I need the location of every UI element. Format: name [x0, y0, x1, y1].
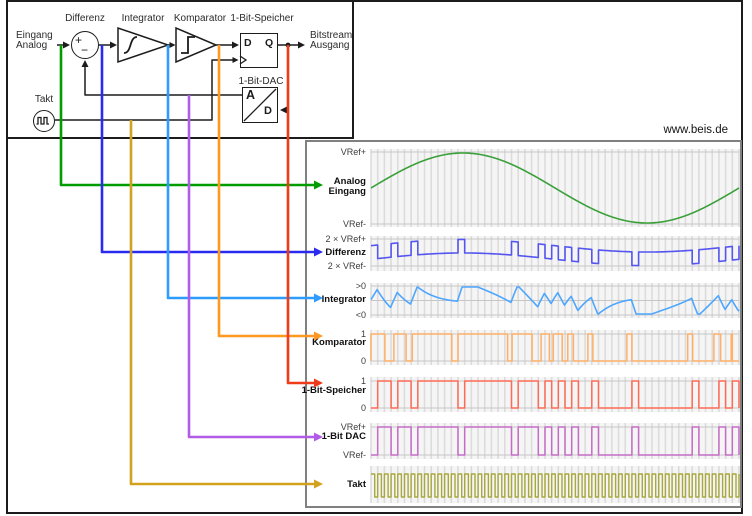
output-label-line2: Ausgang — [310, 40, 350, 51]
speicher-top-level-label: 1 — [360, 376, 366, 386]
differenz-bottom-level-label: 2 × VRef- — [327, 261, 366, 271]
komparator-top-level-label: 1 — [360, 329, 366, 339]
analog-bottom-level-label: VRef- — [342, 219, 366, 229]
output-label: Bitstream Ausgang — [310, 31, 360, 51]
waveband-dac — [371, 423, 739, 459]
integrator-block-label: Integrator — [121, 13, 165, 24]
website-label: www.beis.de — [663, 124, 728, 136]
analog-name-line1: Analog — [333, 176, 366, 187]
waveband-differenz — [371, 236, 739, 271]
differenz-block-label: Differenz — [65, 13, 105, 24]
dac-d-label: D — [264, 105, 272, 117]
flipflop-q-label: Q — [265, 37, 274, 49]
clock-source — [33, 110, 55, 132]
analog-name-line2: Eingang — [328, 186, 366, 197]
differenz-top-level-label: 2 × VRef+ — [325, 234, 366, 244]
sum-plus-sign: + — [75, 33, 83, 47]
outer-border — [6, 0, 743, 514]
integrator-bottom-level-label: <0 — [355, 310, 366, 320]
dac-bottom-level-label: VRef- — [342, 450, 366, 460]
dac-name: 1-Bit DAC — [321, 431, 366, 442]
analog-top-level-label: VRef+ — [340, 147, 366, 157]
komparator-bottom-level-label: 0 — [360, 356, 366, 366]
speicher-name: 1-Bit-Speicher — [301, 385, 366, 396]
differenz-name: Differenz — [325, 247, 366, 258]
integrator-name: Integrator — [321, 294, 366, 305]
waveband-analog — [371, 149, 739, 227]
dac-block-label: 1-Bit-DAC — [238, 76, 284, 87]
output-label-line1: Bitstream — [310, 30, 353, 41]
takt-name: Takt — [347, 479, 366, 490]
dac-top-level-label: VRef+ — [340, 422, 366, 432]
speicher-bottom-level-label: 0 — [360, 403, 366, 413]
waveband-takt — [371, 466, 739, 503]
flipflop-d-label: D — [244, 37, 252, 49]
takt-block-label: Takt — [34, 94, 54, 105]
dac-a-label: A — [246, 88, 256, 102]
waveband-speicher — [371, 377, 739, 412]
integrator-top-level-label: >0 — [355, 281, 366, 291]
sum-minus-sign: − — [81, 43, 89, 57]
input-label: Eingang Analog — [16, 31, 62, 51]
komparator-block-label: Komparator — [173, 13, 227, 24]
komparator-name: Komparator — [312, 337, 366, 348]
waveband-komparator — [371, 330, 739, 365]
waveband-integrator — [371, 283, 739, 318]
input-label-line1: Eingang — [16, 30, 53, 41]
input-label-line2: Analog — [16, 40, 48, 51]
speicher-block-label: 1-Bit-Speicher — [230, 13, 294, 24]
